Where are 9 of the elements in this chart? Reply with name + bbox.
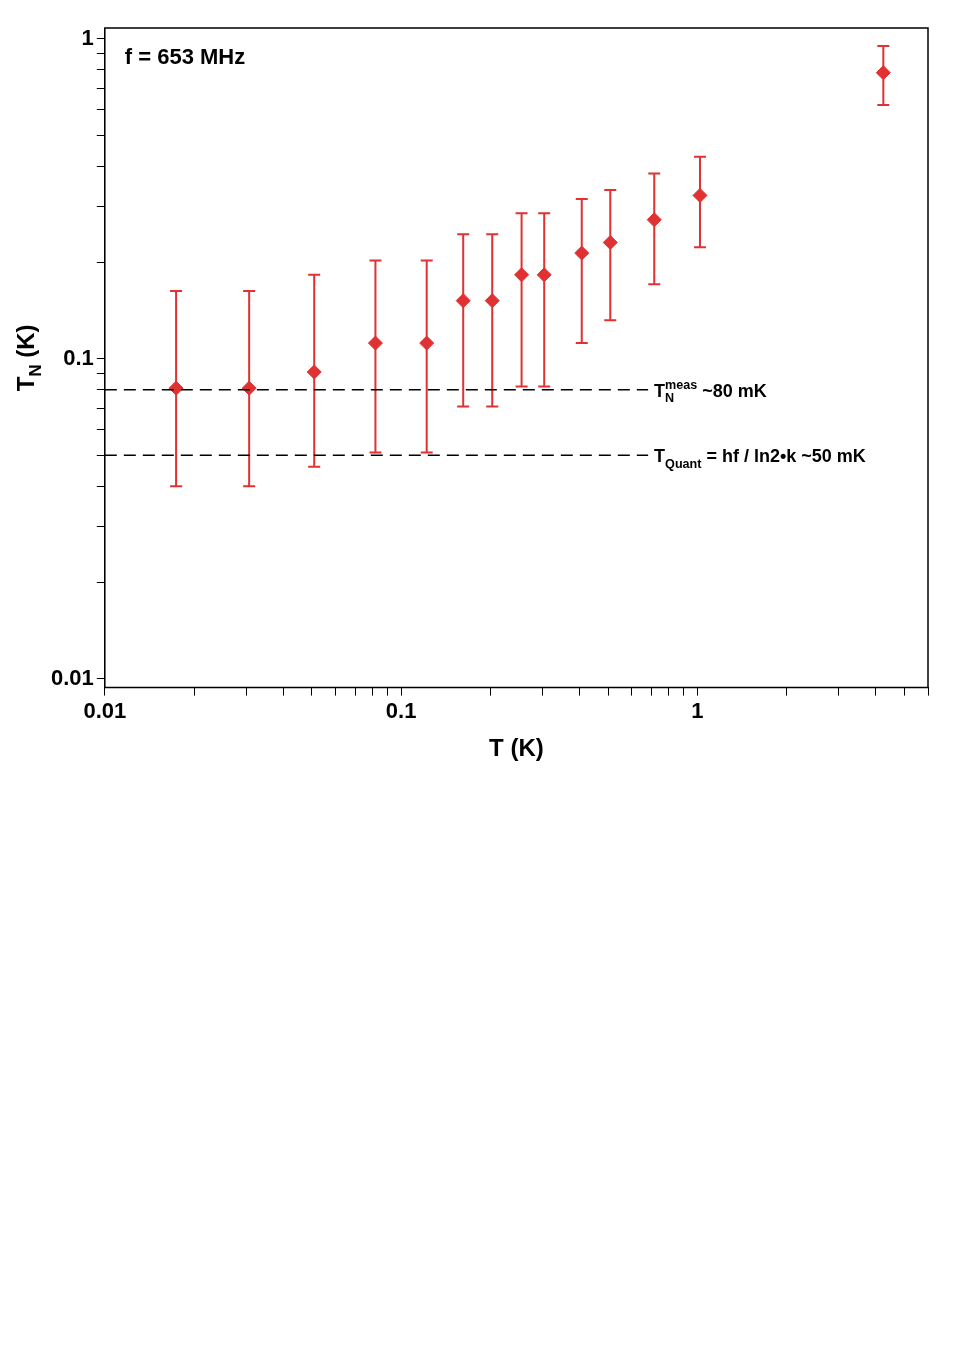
y-axis-title: TN (K) <box>12 324 46 392</box>
y-tick-label: 0.1 <box>63 344 94 370</box>
y-tick-label: 1 <box>81 24 94 50</box>
y-tick-label: 0.01 <box>50 665 94 691</box>
x-axis-title: T (K) <box>489 734 544 761</box>
x-tick-label: 1 <box>691 697 704 723</box>
annotation: f = 653 MHz <box>124 44 246 69</box>
x-tick-label: 0.01 <box>83 697 127 723</box>
x-tick-label: 0.1 <box>385 697 417 723</box>
